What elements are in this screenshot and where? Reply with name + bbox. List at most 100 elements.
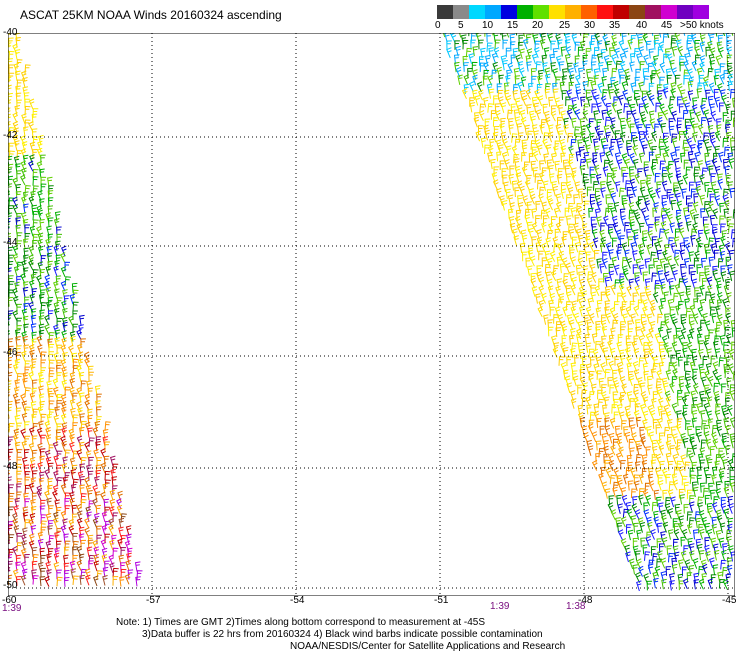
wind-barb xyxy=(513,109,520,120)
wind-barb xyxy=(632,292,638,303)
wind-barb xyxy=(56,233,62,244)
wind-barb xyxy=(468,81,475,93)
wind-barb xyxy=(685,166,692,177)
wind-barb xyxy=(690,33,697,45)
wind-barb xyxy=(480,137,487,148)
wind-barb xyxy=(678,376,685,387)
wind-barb xyxy=(494,103,501,114)
wind-barb xyxy=(47,190,54,201)
wind-barb xyxy=(47,205,54,216)
wind-barb xyxy=(601,481,607,493)
wind-barb xyxy=(16,345,22,356)
wind-barb xyxy=(626,524,632,534)
wind-barb xyxy=(595,453,601,463)
wind-barb xyxy=(96,457,102,467)
wind-barb xyxy=(620,487,627,498)
wind-barb xyxy=(547,124,554,135)
wind-barb xyxy=(715,54,721,66)
wind-barb xyxy=(118,517,125,529)
wind-barb xyxy=(492,61,498,73)
wind-barb xyxy=(8,254,14,265)
wind-barb xyxy=(683,504,690,514)
wind-barb xyxy=(590,284,596,295)
wind-barb xyxy=(69,331,76,342)
wind-barb xyxy=(557,168,564,178)
wind-barb xyxy=(40,367,46,377)
wind-barb xyxy=(710,173,717,183)
wind-barb xyxy=(676,396,683,407)
wind-barb xyxy=(21,308,28,320)
wind-barb xyxy=(669,59,675,71)
wind-barb xyxy=(657,270,664,281)
wind-barb xyxy=(611,101,618,113)
wind-barb xyxy=(32,553,39,564)
wind-barb xyxy=(95,504,102,515)
wind-barb xyxy=(701,572,707,584)
wind-barb xyxy=(38,377,45,389)
wind-barb xyxy=(593,47,600,57)
wind-barb xyxy=(622,473,629,485)
wind-barb xyxy=(722,459,728,470)
wind-barb xyxy=(686,137,693,149)
wind-barb xyxy=(635,550,641,561)
wind-barb xyxy=(543,47,550,58)
wind-barb xyxy=(730,438,735,449)
wind-barb xyxy=(28,121,34,133)
wind-barb xyxy=(532,150,539,162)
wind-barb xyxy=(707,418,714,429)
wind-barb xyxy=(564,53,571,65)
wind-barb xyxy=(608,460,615,471)
wind-barb xyxy=(617,367,624,379)
wind-barb xyxy=(52,441,59,453)
wind-barb xyxy=(570,362,577,373)
wind-barb xyxy=(609,384,616,395)
wind-barb xyxy=(112,576,119,586)
wind-barb xyxy=(635,319,641,330)
wind-barb xyxy=(53,511,59,523)
wind-barb xyxy=(699,34,706,45)
wind-barb xyxy=(677,356,684,367)
wind-barb xyxy=(473,116,480,128)
wind-barb xyxy=(583,136,589,148)
lon-label: -48 xyxy=(578,595,593,606)
wind-barb xyxy=(646,521,653,533)
wind-barb xyxy=(598,278,604,288)
wind-barb xyxy=(607,203,614,213)
wind-barb xyxy=(563,273,570,283)
wind-barb xyxy=(60,435,66,447)
wind-barb xyxy=(684,370,691,381)
wind-barb xyxy=(577,321,584,332)
wind-barb xyxy=(639,522,646,533)
wind-barb xyxy=(721,437,727,449)
wind-barb xyxy=(690,228,698,239)
wind-barb xyxy=(697,496,704,507)
wind-barb xyxy=(48,331,55,342)
wind-barb xyxy=(570,138,577,149)
wind-barb xyxy=(723,363,729,374)
wind-barb xyxy=(691,60,698,72)
wind-barb xyxy=(688,501,695,513)
wind-barb xyxy=(624,75,631,86)
wind-barb xyxy=(88,371,94,382)
wind-barb xyxy=(650,192,656,204)
wind-barb xyxy=(502,39,508,50)
wind-barb xyxy=(555,55,562,67)
wind-barb xyxy=(600,362,606,374)
wind-barb xyxy=(619,235,625,246)
wind-barb xyxy=(690,188,697,199)
wind-barb xyxy=(617,503,623,514)
wind-barb xyxy=(624,158,630,170)
wind-barb xyxy=(686,511,693,521)
wind-barb xyxy=(660,410,666,421)
wind-barb xyxy=(94,385,101,396)
wind-barb xyxy=(641,95,647,107)
wind-barb xyxy=(531,208,537,219)
wind-barb xyxy=(626,257,632,269)
wind-barb xyxy=(542,103,549,114)
wind-barb xyxy=(541,292,547,304)
wind-barb xyxy=(642,410,649,422)
wind-barb xyxy=(585,122,592,134)
wind-barb xyxy=(16,232,23,242)
wind-barb xyxy=(692,486,699,498)
wind-barb xyxy=(656,117,663,128)
